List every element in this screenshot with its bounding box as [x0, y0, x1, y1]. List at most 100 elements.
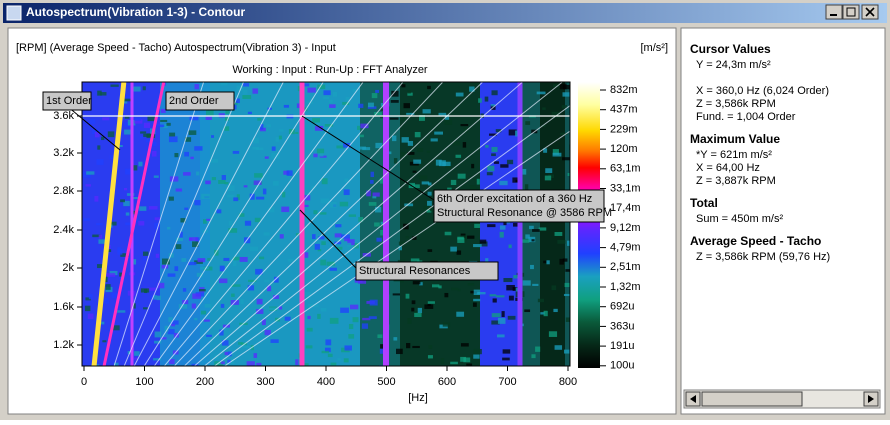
field-speckle	[428, 355, 433, 358]
y-tick-label: 1.6k	[53, 301, 74, 313]
field-speckle	[255, 218, 261, 222]
field-speckle	[491, 153, 496, 156]
field-speckle	[457, 238, 464, 243]
field-speckle	[281, 207, 289, 212]
field-speckle	[325, 339, 331, 345]
field-speckle	[154, 175, 159, 177]
field-speckle	[321, 198, 330, 203]
field-speckle	[494, 161, 499, 164]
field-speckle	[244, 185, 248, 187]
field-speckle	[500, 225, 506, 229]
x-tick-label: 300	[256, 376, 274, 388]
field-speckle	[243, 90, 248, 95]
field-speckle	[490, 294, 497, 296]
y-tick-label: 1.2k	[53, 339, 74, 351]
field-speckle	[206, 117, 212, 120]
field-speckle	[256, 197, 264, 200]
field-speckle	[279, 136, 282, 140]
maximize-button[interactable]	[843, 5, 859, 19]
field-speckle	[549, 331, 557, 337]
field-speckle	[212, 177, 216, 180]
field-speckle	[221, 361, 225, 364]
field-speckle	[544, 311, 548, 316]
field-speckle	[415, 132, 421, 137]
section-line: X = 64,00 Hz	[696, 162, 760, 174]
section-line: Z = 3,586k RPM	[696, 98, 776, 110]
field-speckle	[285, 317, 291, 321]
field-speckle	[312, 234, 316, 239]
field-speckle	[444, 293, 448, 297]
field-speckle	[407, 90, 410, 94]
field-speckle	[350, 305, 358, 310]
field-speckle	[199, 289, 206, 291]
window-buttons[interactable]	[826, 5, 878, 19]
field-speckle	[436, 160, 442, 166]
field-speckle	[402, 137, 409, 142]
field-speckle	[254, 173, 263, 177]
field-speckle	[553, 153, 562, 157]
field-speckle	[545, 168, 552, 173]
field-speckle	[174, 153, 178, 157]
field-speckle	[393, 337, 397, 340]
field-speckle	[200, 267, 209, 269]
field-speckle	[143, 307, 148, 309]
field-speckle	[233, 151, 239, 154]
field-speckle	[362, 323, 368, 328]
field-speckle	[102, 117, 109, 120]
field-speckle	[413, 171, 417, 173]
field-speckle	[105, 298, 108, 301]
field-speckle	[254, 353, 257, 358]
field-speckle	[312, 118, 320, 123]
field-speckle	[411, 308, 414, 312]
field-speckle	[287, 170, 293, 176]
colorbar-label: 363u	[610, 320, 634, 332]
field-speckle	[429, 345, 433, 349]
x-tick-label: 600	[438, 376, 456, 388]
minimize-button[interactable]	[826, 5, 842, 19]
field-speckle	[401, 84, 405, 87]
field-speckle	[537, 92, 546, 95]
field-speckle	[317, 314, 320, 319]
field-speckle	[194, 146, 202, 150]
section-line: Fund. = 1,004 Order	[696, 111, 796, 123]
colorbar-label: 2,51m	[610, 261, 641, 273]
field-speckle	[252, 88, 258, 93]
field-speckle	[337, 358, 341, 361]
field-speckle	[222, 175, 226, 180]
field-speckle	[376, 238, 381, 242]
field-speckle	[370, 180, 374, 184]
field-speckle	[406, 343, 410, 348]
field-speckle	[369, 202, 377, 206]
field-speckle	[124, 188, 127, 190]
field-speckle	[155, 332, 162, 338]
section-line: X = 360,0 Hz (6,024 Order)	[696, 85, 829, 97]
field-speckle	[369, 316, 377, 319]
field-speckle	[344, 345, 351, 350]
x-tick-label: 0	[81, 376, 87, 388]
field-speckle	[498, 318, 506, 324]
colorbar-label: 9,12m	[610, 222, 641, 234]
field-speckle	[347, 243, 351, 247]
field-speckle	[295, 132, 298, 134]
field-speckle	[102, 340, 106, 342]
field-speckle	[461, 343, 469, 346]
field-speckle	[450, 247, 457, 252]
field-speckle	[279, 129, 283, 131]
field-speckle	[427, 151, 431, 153]
scroll-thumb[interactable]	[702, 392, 802, 406]
field-speckle	[428, 183, 431, 186]
field-speckle	[306, 345, 313, 348]
colorbar-label: 63,1m	[610, 163, 641, 175]
field-speckle	[88, 314, 94, 319]
field-speckle	[530, 265, 534, 269]
field-speckle	[404, 103, 410, 108]
field-speckle	[523, 169, 527, 175]
colorbar-label: 100u	[610, 360, 634, 372]
field-speckle	[206, 335, 212, 337]
field-speckle	[329, 100, 332, 103]
field-speckle	[273, 181, 279, 186]
section-line: Y = 24,3m m/s²	[696, 59, 771, 71]
field-speckle	[194, 200, 200, 205]
field-speckle	[120, 199, 125, 202]
field-speckle	[432, 284, 439, 287]
